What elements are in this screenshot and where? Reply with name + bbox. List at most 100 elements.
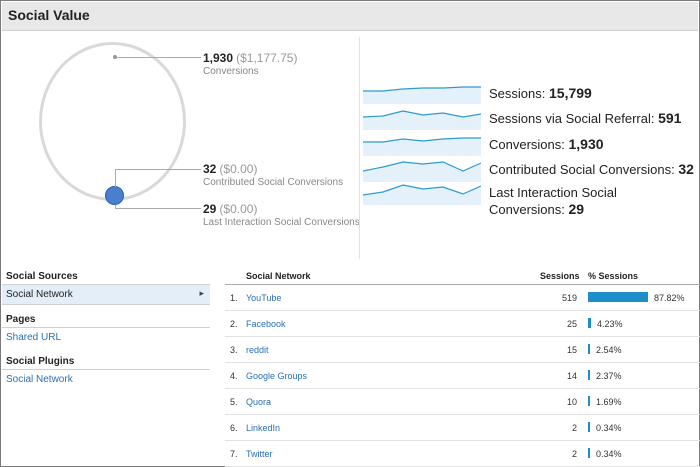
row-pct: 87.82% bbox=[654, 293, 685, 303]
row-network-link[interactable]: YouTube bbox=[246, 293, 282, 303]
metric-sessions: Sessions: 15,799 bbox=[489, 85, 592, 102]
table-row[interactable]: 7. Twitter 2 0.34% bbox=[225, 441, 700, 467]
table-header-divider bbox=[225, 284, 700, 285]
nav-divider bbox=[2, 304, 210, 305]
table-row[interactable]: 1. YouTube 519 87.82% bbox=[225, 285, 700, 311]
metric-contributed-label: Contributed Social Conversions: bbox=[489, 162, 675, 177]
contributed-stat: 32 ($0.00) Contributed Social Conversion… bbox=[203, 162, 343, 188]
table-row[interactable]: 5. Quora 10 1.69% bbox=[225, 389, 700, 415]
row-pct-bar bbox=[588, 292, 648, 302]
metric-conversions: Conversions: 1,930 bbox=[489, 136, 604, 153]
nav-divider bbox=[2, 284, 210, 285]
contributed-label: Contributed Social Conversions bbox=[203, 177, 344, 188]
nav-link-plugin-social-network[interactable]: Social Network bbox=[6, 374, 73, 385]
conversion-ring bbox=[39, 42, 186, 201]
metric-contributed: Contributed Social Conversions: 32 bbox=[489, 161, 694, 178]
row-network-link[interactable]: Twitter bbox=[246, 449, 273, 459]
row-sessions: 15 bbox=[566, 345, 577, 355]
conversions-money: ($1,177.75) bbox=[236, 51, 298, 65]
col-header-network[interactable]: Social Network bbox=[246, 271, 311, 281]
panel-title: Social Value bbox=[8, 7, 90, 23]
table-row[interactable]: 4. Google Groups 14 2.37% bbox=[225, 363, 700, 389]
last-interaction-value: 29 bbox=[203, 202, 217, 216]
nav-item-social-network-label: Social Network bbox=[6, 289, 73, 300]
nav-heading-pages: Pages bbox=[6, 314, 36, 325]
row-pct-bar bbox=[588, 370, 590, 380]
row-rank: 4. bbox=[230, 371, 238, 381]
contributed-connector-v bbox=[115, 169, 116, 187]
contributed-connector-h bbox=[115, 169, 201, 170]
nav-link-shared-url[interactable]: Shared URL bbox=[6, 332, 62, 343]
row-network-link[interactable]: Quora bbox=[246, 397, 272, 407]
metric-conversions-value: 1,930 bbox=[568, 136, 604, 152]
last-interaction-label: Last Interaction Social Conversions bbox=[203, 217, 360, 228]
row-sessions: 519 bbox=[561, 293, 577, 303]
metric-sessions-label: Sessions: bbox=[489, 86, 546, 101]
metric-social-referral: Sessions via Social Referral: 591 bbox=[489, 110, 681, 127]
row-rank: 5. bbox=[230, 397, 238, 407]
row-pct: 0.34% bbox=[596, 449, 622, 459]
metric-contributed-value: 32 bbox=[678, 161, 694, 177]
row-pct-bar bbox=[588, 344, 590, 354]
conversions-sparkline bbox=[363, 137, 481, 156]
conversions-stat: 1,930 ($1,177.75) Conversions bbox=[203, 51, 297, 77]
col-header-pct[interactable]: % Sessions bbox=[588, 271, 639, 281]
contributed-sparkline bbox=[363, 161, 481, 182]
row-network-link[interactable]: reddit bbox=[246, 345, 269, 355]
metric-sessions-value: 15,799 bbox=[549, 85, 592, 101]
panel-header: Social Value bbox=[2, 2, 698, 31]
row-sessions: 2 bbox=[571, 449, 577, 459]
row-rank: 6. bbox=[230, 423, 238, 433]
nav-divider bbox=[2, 327, 210, 328]
row-pct: 4.23% bbox=[597, 319, 623, 329]
metric-social-referral-value: 591 bbox=[658, 110, 682, 126]
social-conversions-marker[interactable] bbox=[105, 186, 124, 205]
row-pct-bar bbox=[588, 422, 590, 432]
row-pct-bar bbox=[588, 448, 590, 458]
row-pct-bar bbox=[588, 396, 590, 406]
nav-heading-social-sources: Social Sources bbox=[6, 271, 78, 282]
row-sessions: 2 bbox=[571, 423, 577, 433]
last-interaction-stat: 29 ($0.00) Last Interaction Social Conve… bbox=[203, 202, 360, 228]
conversions-value: 1,930 bbox=[203, 51, 234, 65]
row-sessions: 25 bbox=[566, 319, 577, 329]
last-connector-h bbox=[115, 208, 201, 209]
metric-conversions-label: Conversions: bbox=[489, 137, 565, 152]
row-rank: 3. bbox=[230, 345, 238, 355]
row-rank: 7. bbox=[230, 449, 238, 459]
conversions-connector bbox=[117, 57, 201, 58]
contributed-value: 32 bbox=[203, 162, 217, 176]
row-pct: 1.69% bbox=[596, 397, 622, 407]
nav-divider bbox=[2, 369, 210, 370]
metric-social-referral-label: Sessions via Social Referral: bbox=[489, 111, 655, 126]
row-pct-bar bbox=[588, 318, 591, 328]
metric-last-interaction-label2: Conversions: bbox=[489, 202, 565, 217]
nav-heading-social-plugins: Social Plugins bbox=[6, 356, 75, 367]
row-network-link[interactable]: LinkedIn bbox=[246, 423, 281, 433]
table-row[interactable]: 3. reddit 15 2.54% bbox=[225, 337, 700, 363]
conversions-marker bbox=[113, 55, 117, 59]
row-sessions: 14 bbox=[566, 371, 577, 381]
row-sessions: 10 bbox=[566, 397, 577, 407]
section-divider bbox=[359, 37, 360, 259]
row-pct: 2.54% bbox=[596, 345, 622, 355]
row-network-link[interactable]: Google Groups bbox=[246, 371, 308, 381]
chevron-right-icon: ▸ bbox=[199, 288, 204, 298]
metric-last-interaction-label1: Last Interaction Social bbox=[489, 185, 617, 200]
last-interaction-sparkline bbox=[363, 184, 481, 205]
last-interaction-money: ($0.00) bbox=[219, 202, 258, 216]
metric-last-interaction: Last Interaction Social Conversions: 29 bbox=[489, 185, 617, 218]
row-rank: 1. bbox=[230, 293, 238, 303]
row-rank: 2. bbox=[230, 319, 238, 329]
table-row[interactable]: 2. Facebook 25 4.23% bbox=[225, 311, 700, 337]
row-pct: 0.34% bbox=[596, 423, 622, 433]
conversions-label: Conversions bbox=[203, 66, 259, 77]
last-connector-v bbox=[115, 205, 116, 209]
social-referral-sparkline bbox=[363, 110, 481, 130]
row-network-link[interactable]: Facebook bbox=[246, 319, 286, 329]
sessions-sparkline bbox=[363, 86, 481, 104]
col-header-sessions[interactable]: Sessions bbox=[540, 271, 580, 281]
table-row[interactable]: 6. LinkedIn 2 0.34% bbox=[225, 415, 700, 441]
nav-item-social-network-selected[interactable]: Social Network ▸ bbox=[2, 285, 210, 304]
